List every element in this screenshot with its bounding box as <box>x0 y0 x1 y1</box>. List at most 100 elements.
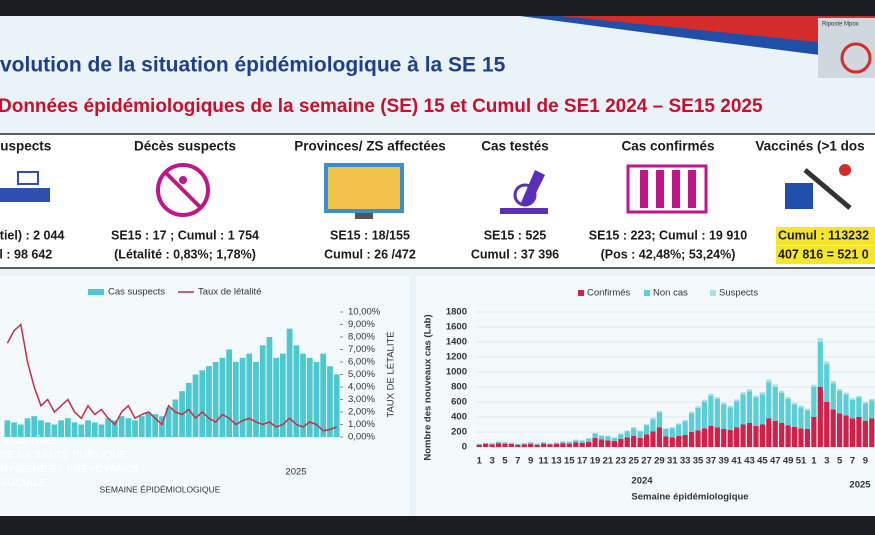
bar-segment <box>683 422 688 436</box>
bar-segment <box>773 421 778 447</box>
bar-segment <box>689 413 694 432</box>
bar-segment <box>599 436 604 440</box>
bar-segment <box>515 444 520 445</box>
bar-segment <box>605 436 610 437</box>
card-title: Cas confirmés <box>621 139 714 154</box>
legend-label: Confirmés <box>587 288 631 299</box>
bar-segment <box>663 428 668 429</box>
bar-segment <box>728 406 733 408</box>
logo-line: SOCIALE <box>0 477 47 489</box>
card-line: SE15 : 223; Cumul : 19 910 <box>589 228 747 242</box>
bar-segment <box>869 399 874 401</box>
bar <box>78 425 84 438</box>
card-line: (Létalité : 0,83%; 1,78%) <box>114 247 256 261</box>
bar-segment <box>625 437 630 447</box>
bar-segment <box>740 395 745 425</box>
bar-segment <box>843 416 848 448</box>
bar-segment <box>766 380 771 383</box>
bar-segment <box>747 389 752 391</box>
bar-segment <box>792 403 797 405</box>
x-tick-label: 1 <box>477 456 483 467</box>
bar-segment <box>670 437 675 447</box>
bar <box>193 375 199 438</box>
x-tick-label: 15 <box>564 456 575 467</box>
bar <box>213 362 219 437</box>
bar-segment <box>554 444 559 447</box>
bar <box>233 362 239 437</box>
bar-segment <box>535 445 540 447</box>
bar-segment <box>856 396 861 398</box>
bar-segment <box>792 427 797 447</box>
y2-tick-label: 10,00% <box>348 307 381 318</box>
bar-segment <box>798 428 803 447</box>
icon-map <box>324 163 404 219</box>
x-axis-label: Semaine épidémiologique <box>631 492 748 503</box>
bar-segment <box>547 444 552 445</box>
bar-segment <box>824 365 829 403</box>
y2-tick-label: 3,00% <box>348 394 375 405</box>
frame-top <box>0 0 875 16</box>
x-tick-label: 3 <box>489 456 494 467</box>
x-axis-label: SEMAINE ÉPIDÉMIOLOGIQUE <box>100 484 221 494</box>
bar-segment <box>837 389 842 391</box>
bar-segment <box>657 428 662 448</box>
bar-segment <box>522 443 527 444</box>
card-title: Vaccinés (>1 dos <box>755 139 864 154</box>
bar-segment <box>663 437 668 448</box>
bar-segment <box>509 443 514 444</box>
bar <box>307 358 313 437</box>
x-tick-label: 19 <box>590 456 601 467</box>
x-tick-label: 17 <box>577 456 588 467</box>
bar-segment <box>843 395 848 416</box>
bar-segment <box>650 431 655 447</box>
bar-segment <box>586 438 591 439</box>
bar-segment <box>586 442 591 447</box>
y2-axis-label: TAUX DE LÉTALITÉ <box>386 331 397 417</box>
bar-segment <box>837 391 842 414</box>
bar-segment <box>721 403 726 405</box>
bar <box>125 418 131 437</box>
legend-swatch <box>88 289 104 295</box>
y2-tick-label: 8,00% <box>348 332 375 343</box>
card-title: Provinces/ ZS affectées <box>294 139 446 154</box>
bar <box>199 370 205 437</box>
bar-segment <box>760 392 765 394</box>
card-line: SE15 : 17 ; Cumul : 1 754 <box>111 228 259 242</box>
bar <box>146 412 152 437</box>
bar-segment <box>567 444 572 447</box>
bar <box>253 362 259 437</box>
x-tick-label: 9 <box>863 456 868 467</box>
bar-segment <box>496 443 501 447</box>
card-line: (Pos : 42,48%; 53,24%) <box>601 247 736 261</box>
x-tick-label: 27 <box>641 456 652 467</box>
bar-segment <box>676 423 681 424</box>
legend-swatch <box>578 290 584 296</box>
bar-segment <box>753 426 758 447</box>
x-tick-label: 33 <box>680 456 691 467</box>
bar-segment <box>625 431 630 432</box>
bar-segment <box>599 440 604 448</box>
bar-segment <box>786 399 791 425</box>
badge-label: Riposte Mpox <box>822 22 859 28</box>
bar-segment <box>779 393 784 423</box>
card-line: Cumul : 37 396 <box>471 247 559 261</box>
bar-segment <box>695 408 700 431</box>
x-tick-label: 3 <box>824 456 829 467</box>
y-tick-label: 200 <box>451 427 467 438</box>
bar <box>320 354 326 437</box>
bar-segment <box>483 443 488 444</box>
bar-segment <box>831 383 836 409</box>
bar-segment <box>766 383 771 419</box>
bar <box>132 420 138 437</box>
bar-segment <box>811 417 816 447</box>
y-tick-label: 1000 <box>446 367 467 378</box>
bar-segment <box>715 399 720 428</box>
y2-tick-label: 1,00% <box>348 419 375 430</box>
bar-segment <box>605 437 610 441</box>
bar-segment <box>605 440 610 447</box>
bar-segment <box>856 398 861 418</box>
bar-segment <box>637 438 642 447</box>
x-tick-label: 11 <box>539 456 550 467</box>
